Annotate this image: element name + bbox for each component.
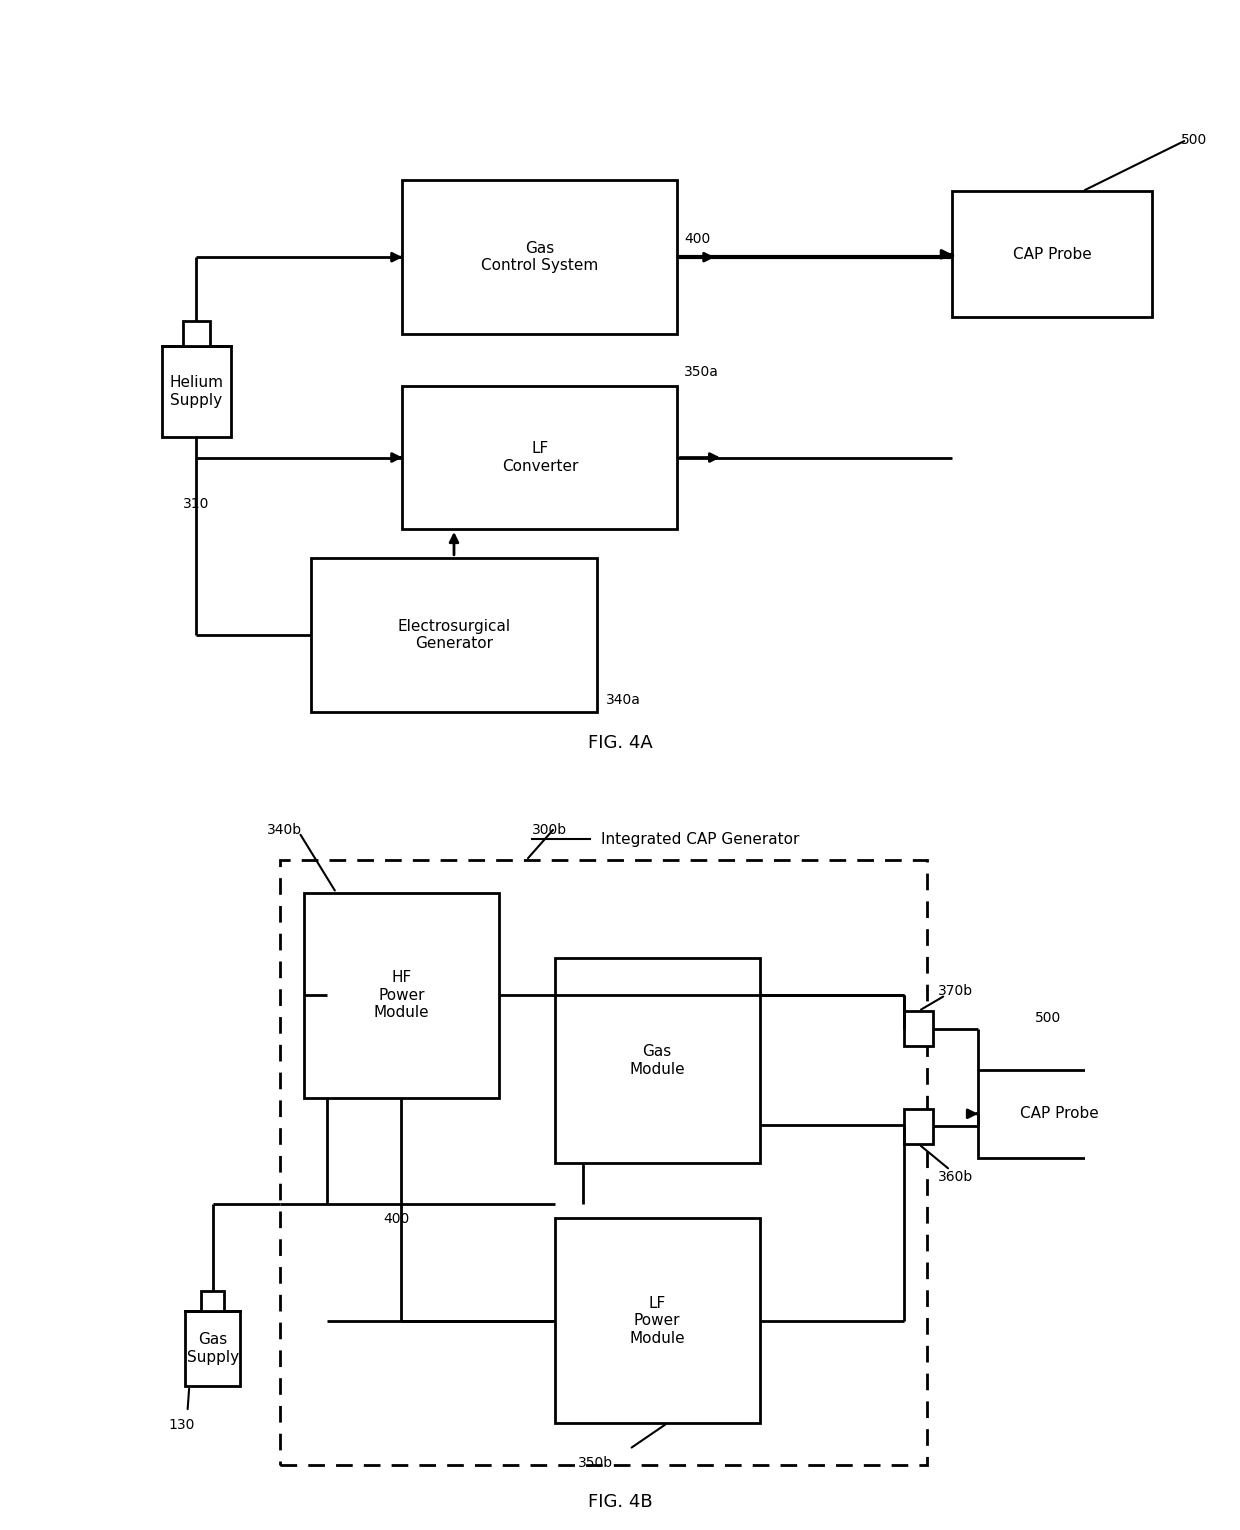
- FancyBboxPatch shape: [952, 191, 1152, 317]
- Text: 350b: 350b: [578, 1455, 614, 1470]
- Text: FIG. 4A: FIG. 4A: [588, 734, 652, 753]
- FancyBboxPatch shape: [554, 1218, 760, 1423]
- Text: 340b: 340b: [267, 823, 301, 837]
- FancyBboxPatch shape: [201, 1291, 223, 1311]
- FancyBboxPatch shape: [403, 181, 677, 335]
- Text: Integrated CAP Generator: Integrated CAP Generator: [601, 832, 800, 848]
- Text: Helium
Supply: Helium Supply: [170, 375, 223, 409]
- Text: 370b: 370b: [939, 984, 973, 998]
- Text: Electrosurgical
Generator: Electrosurgical Generator: [398, 618, 511, 652]
- Text: 340a: 340a: [606, 693, 641, 707]
- Text: LF
Converter: LF Converter: [502, 441, 578, 474]
- Text: 400: 400: [383, 1212, 410, 1226]
- Text: Gas
Module: Gas Module: [630, 1043, 684, 1077]
- Text: HF
Power
Module: HF Power Module: [373, 970, 429, 1021]
- FancyBboxPatch shape: [554, 958, 760, 1163]
- FancyBboxPatch shape: [904, 1011, 934, 1047]
- FancyBboxPatch shape: [904, 1109, 934, 1144]
- Text: 400: 400: [684, 231, 711, 246]
- Text: 130: 130: [169, 1418, 195, 1432]
- Text: FIG. 4B: FIG. 4B: [588, 1493, 652, 1512]
- FancyBboxPatch shape: [311, 558, 598, 713]
- Text: 310: 310: [184, 497, 210, 511]
- Text: LF
Power
Module: LF Power Module: [630, 1296, 684, 1346]
- FancyBboxPatch shape: [304, 894, 498, 1097]
- FancyBboxPatch shape: [185, 1311, 241, 1386]
- FancyBboxPatch shape: [403, 386, 677, 529]
- Text: CAP Probe: CAP Probe: [1013, 246, 1091, 262]
- Text: Gas
Control System: Gas Control System: [481, 240, 599, 274]
- Text: 360b: 360b: [939, 1169, 973, 1184]
- Text: CAP Probe: CAP Probe: [1021, 1106, 1099, 1121]
- FancyBboxPatch shape: [978, 1069, 1141, 1158]
- FancyBboxPatch shape: [182, 321, 210, 346]
- Text: Gas
Supply: Gas Supply: [186, 1333, 238, 1365]
- Text: 300b: 300b: [532, 823, 567, 837]
- Text: 350a: 350a: [684, 366, 719, 379]
- Text: 500: 500: [1180, 133, 1208, 147]
- Text: 500: 500: [1034, 1011, 1061, 1025]
- FancyBboxPatch shape: [162, 346, 231, 438]
